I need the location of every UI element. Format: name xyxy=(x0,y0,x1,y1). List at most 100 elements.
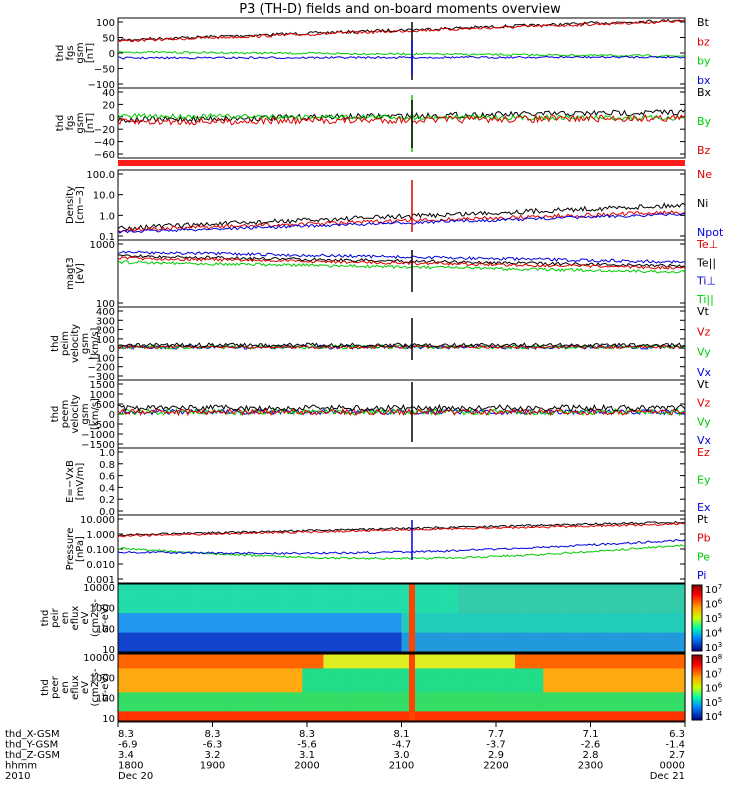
spectrogram-cell xyxy=(571,613,580,619)
spectrogram-cell xyxy=(281,687,289,693)
spectrogram-cell xyxy=(514,632,523,639)
spectrogram-cell xyxy=(557,603,566,609)
spectrogram-cell xyxy=(380,677,388,684)
spectrogram-cell xyxy=(160,637,169,643)
spectrogram-cell xyxy=(621,598,629,605)
spectrogram-cell xyxy=(231,663,240,669)
spectrogram-cell xyxy=(514,618,523,624)
spectrogram-cell xyxy=(139,663,147,669)
spectrogram-cell xyxy=(146,692,154,698)
spectrogram-cell xyxy=(252,603,261,609)
spectrogram-cell xyxy=(677,618,686,624)
ephemeris-value: 8.1 xyxy=(394,729,410,740)
ephemeris-value: -6.3 xyxy=(203,740,223,751)
spectrogram-cell xyxy=(642,716,651,722)
spectrogram-cell xyxy=(174,588,183,595)
spectrogram-cell xyxy=(288,613,296,619)
spectrogram-cell xyxy=(479,647,488,653)
spectrogram-cell xyxy=(670,603,679,609)
spectrogram-cell xyxy=(401,701,410,708)
spectrogram-cell xyxy=(436,622,445,629)
spectrogram-cell xyxy=(238,618,247,624)
y-tick-label: 500 xyxy=(96,400,115,411)
spectrogram-cell xyxy=(203,677,211,684)
spectrogram-cell xyxy=(231,618,240,624)
spectrogram-cell xyxy=(571,692,580,698)
spectrogram-cell xyxy=(458,663,466,669)
spectrogram-cell xyxy=(429,654,438,660)
spectrogram-cell xyxy=(401,647,410,653)
spectrogram-cell xyxy=(677,584,686,590)
spectrogram-cell xyxy=(677,673,686,679)
spectrogram-cell xyxy=(295,584,303,590)
spectrogram-cell xyxy=(677,663,686,669)
spectrogram-cell xyxy=(600,697,608,703)
spectrogram-cell xyxy=(224,584,232,590)
spectrogram-cell xyxy=(514,682,523,689)
spectrogram-cell xyxy=(550,598,558,605)
spectrogram-cell xyxy=(543,673,551,679)
series-Bz xyxy=(117,113,686,126)
series-Vt xyxy=(117,342,686,349)
spectrogram-cell xyxy=(366,637,374,643)
spectrogram-cell xyxy=(536,588,544,595)
spectrogram-cell xyxy=(557,687,566,693)
spectrogram-cell xyxy=(677,593,686,600)
spectrogram-cell xyxy=(125,682,133,689)
spectrogram-cell xyxy=(493,677,502,684)
spectrogram-cell xyxy=(373,668,381,674)
spectrogram-cell xyxy=(394,677,403,684)
spectrogram-cell xyxy=(132,588,140,595)
spectrogram-cell xyxy=(288,663,296,669)
y-tick-label: 100 xyxy=(96,694,115,705)
spectrogram-cell xyxy=(238,598,247,605)
event-spike xyxy=(408,654,415,721)
legend-entry: Te|| xyxy=(696,256,716,269)
spectrogram-cell xyxy=(429,711,438,717)
spectrogram-cell xyxy=(578,663,587,669)
spectrogram-cell xyxy=(578,613,587,619)
spectrogram-cell xyxy=(288,588,296,595)
spectrogram-cell xyxy=(663,598,672,605)
spectrogram-cell xyxy=(635,663,644,669)
series-Ti-perp xyxy=(117,250,686,264)
spectrogram-cell xyxy=(614,603,622,609)
spectrogram-cell xyxy=(472,701,481,708)
spectrogram-cell xyxy=(167,692,176,698)
spectrogram-cell xyxy=(139,618,147,624)
spectrogram-cell xyxy=(507,603,516,609)
spectrogram-cell xyxy=(309,613,318,619)
spectrogram-cell xyxy=(316,668,325,674)
spectrogram-cell xyxy=(217,682,225,689)
spectrogram-cell xyxy=(529,593,537,600)
spectrogram-cell xyxy=(245,711,254,717)
spectrogram-cell xyxy=(181,627,190,634)
spectrogram-cell xyxy=(231,647,240,653)
spectrogram-cell xyxy=(592,658,601,665)
spectrogram-cell xyxy=(188,692,197,698)
spectrogram-cell xyxy=(344,603,353,609)
spectrogram-cell xyxy=(344,584,353,590)
spectrogram-cell xyxy=(366,701,374,708)
spectrogram-cell xyxy=(344,613,353,619)
spectrogram-cell xyxy=(529,647,537,653)
spectrogram-cell xyxy=(663,687,672,693)
spectrogram-cell xyxy=(160,647,169,653)
colorbar-label: 104 xyxy=(705,627,723,640)
spectrogram-cell xyxy=(614,588,622,595)
spectrogram-cell xyxy=(557,637,566,643)
spectrogram-cell xyxy=(203,706,211,712)
spectrogram-cell xyxy=(238,692,247,698)
spectrogram-cell xyxy=(415,608,424,614)
spectrogram-cell xyxy=(181,637,190,643)
spectrogram-cell xyxy=(628,603,636,609)
spectrogram-cell xyxy=(522,716,530,722)
spectrogram-cell xyxy=(656,697,665,703)
spectrogram-cell xyxy=(273,622,282,629)
spectrogram-cell xyxy=(465,608,473,614)
spectrogram-cell xyxy=(139,627,147,634)
spectrogram-cell xyxy=(600,598,608,605)
spectrogram-cell xyxy=(465,677,473,684)
spectrogram-cell xyxy=(181,658,190,665)
spectrogram-cell xyxy=(366,622,374,629)
